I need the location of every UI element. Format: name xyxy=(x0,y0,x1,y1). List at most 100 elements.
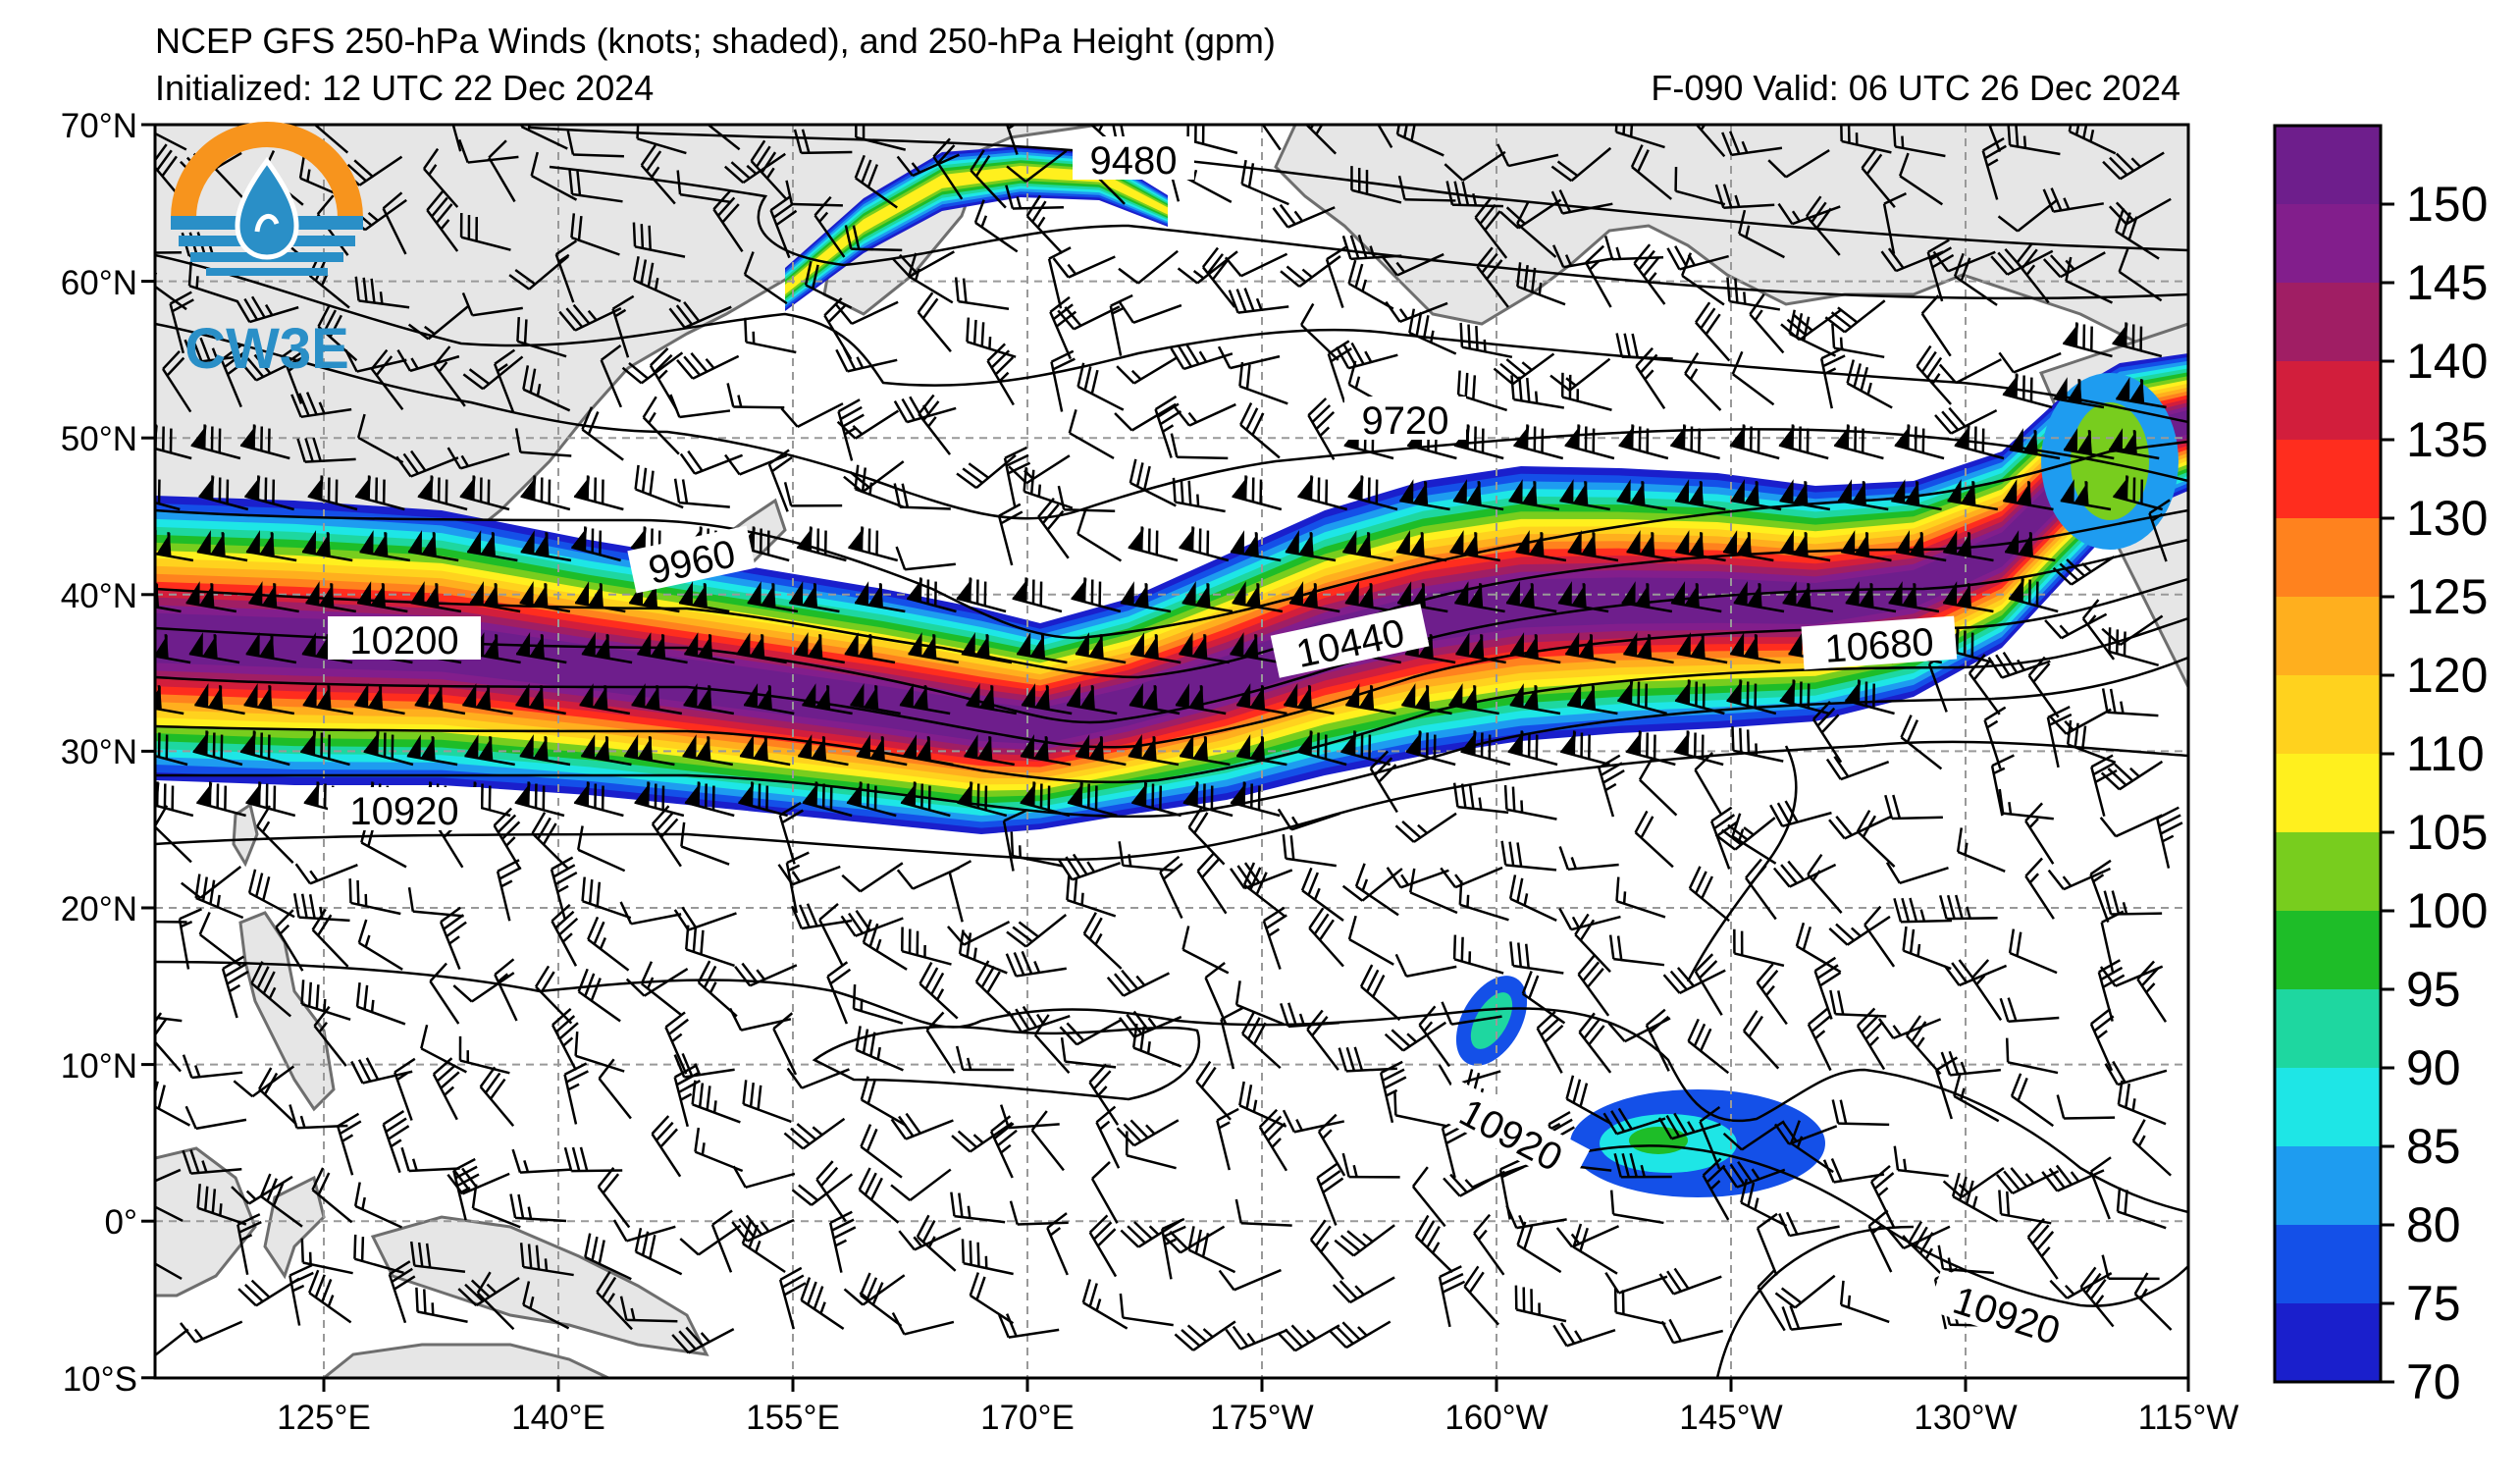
lat-label: 50°N xyxy=(61,420,137,458)
wind-barb xyxy=(710,1209,733,1273)
wind-barb xyxy=(1217,345,1281,370)
wind-barb xyxy=(679,450,744,475)
wind-barb xyxy=(350,1057,413,1085)
wind-barb xyxy=(2052,556,2116,586)
wind-barb xyxy=(2089,1008,2115,1072)
wind-barb xyxy=(245,632,297,664)
wind-barb xyxy=(1788,309,1837,357)
wind-barb xyxy=(155,1252,183,1280)
wind-barb xyxy=(1729,424,1780,460)
wind-barb xyxy=(2063,428,2115,460)
wind-barb xyxy=(236,295,299,324)
wind-barb xyxy=(2065,256,2114,304)
wind-barb xyxy=(948,860,972,923)
wind-barb xyxy=(1694,752,1722,815)
wind-barb xyxy=(530,151,578,201)
wind-barb xyxy=(855,1026,904,1072)
lat-label: 30°N xyxy=(61,733,137,771)
wind-barb xyxy=(1781,1305,1843,1331)
wind-barb xyxy=(1216,1107,1239,1171)
wind-barb xyxy=(1161,1217,1186,1280)
wind-barb xyxy=(299,730,350,767)
wind-barb xyxy=(1572,1223,1618,1275)
wind-barb xyxy=(2041,1164,2105,1192)
wind-barb xyxy=(1819,346,1846,409)
wind-barb xyxy=(354,683,405,715)
wind-barb xyxy=(898,1227,962,1251)
wind-barb xyxy=(1443,1170,1506,1197)
wind-barb xyxy=(1384,1021,1447,1052)
wind-barb xyxy=(783,482,843,507)
wind-barb xyxy=(1551,244,1614,269)
wind-barb xyxy=(1740,1178,1788,1228)
wind-barb xyxy=(1888,581,1940,613)
wind-barb xyxy=(182,1054,243,1080)
wind-barb xyxy=(1379,1060,1407,1124)
wind-barb xyxy=(155,1196,184,1223)
wind-barb xyxy=(256,805,294,865)
lat-label: 60°N xyxy=(61,264,137,302)
wind-barb xyxy=(1869,1164,1896,1229)
wind-barb xyxy=(245,781,296,818)
wind-barb xyxy=(778,801,804,865)
wind-barb xyxy=(1841,530,1892,562)
wind-barb xyxy=(258,1067,297,1126)
wind-barb xyxy=(640,144,676,205)
lon-label: 130°W xyxy=(1914,1399,2017,1437)
axis-ticks xyxy=(141,123,2190,1392)
wind-barb xyxy=(1970,959,2003,1022)
wind-barb xyxy=(1769,800,1832,828)
wind-barb xyxy=(407,530,459,562)
wind-barb xyxy=(382,1109,410,1174)
wind-barb xyxy=(1052,255,1116,279)
wind-barb xyxy=(858,1167,900,1224)
wind-barb xyxy=(220,344,248,408)
wind-barb xyxy=(802,683,853,715)
wind-barb xyxy=(337,1112,362,1176)
wind-barb xyxy=(1833,424,1884,460)
wind-barb xyxy=(1839,1280,1890,1324)
wind-barb xyxy=(1050,349,1076,412)
wind-barb xyxy=(1882,192,1907,254)
wind-barb xyxy=(1230,632,1281,664)
wind-barb xyxy=(1401,683,1452,715)
wind-barb xyxy=(786,1067,850,1089)
wind-barb xyxy=(632,222,686,258)
wind-barb xyxy=(1405,730,1456,767)
wind-barb xyxy=(2116,377,2167,409)
wind-barb xyxy=(155,125,187,151)
wind-barb xyxy=(584,1233,632,1281)
wind-barb xyxy=(1953,1072,2000,1123)
wind-barb xyxy=(289,1263,314,1326)
wind-barb xyxy=(1513,424,1564,460)
wind-barb xyxy=(835,346,898,373)
lat-label: 0° xyxy=(105,1203,137,1242)
wind-barbs xyxy=(155,125,2183,1362)
wind-barb xyxy=(522,365,571,412)
wind-barb xyxy=(841,862,904,893)
wind-barb xyxy=(1567,530,1619,562)
wind-barb xyxy=(1623,632,1674,664)
wind-barb xyxy=(951,1122,1014,1153)
wind-barb xyxy=(509,1193,567,1223)
wind-barb xyxy=(950,1192,1006,1224)
wind-barb xyxy=(1340,730,1391,767)
wind-barb xyxy=(932,137,964,200)
wind-barb xyxy=(1721,131,1783,157)
wind-barb xyxy=(1118,841,1175,873)
wind-barb xyxy=(973,199,1019,253)
wind-barb xyxy=(185,581,237,613)
wind-barb xyxy=(1131,781,1181,818)
wind-barb xyxy=(1076,362,1125,411)
wind-barb xyxy=(2117,1080,2167,1126)
wind-barb xyxy=(1807,854,1843,914)
wind-barb xyxy=(634,1228,683,1276)
wind-barb xyxy=(743,251,788,305)
wind-barb xyxy=(317,304,358,362)
wind-barb xyxy=(2044,612,2108,640)
wind-barb xyxy=(514,781,565,818)
wind-barb xyxy=(1635,346,1666,410)
wind-barb xyxy=(785,180,843,207)
wind-barb xyxy=(1258,1108,1288,1172)
wind-barb xyxy=(1749,293,1785,354)
